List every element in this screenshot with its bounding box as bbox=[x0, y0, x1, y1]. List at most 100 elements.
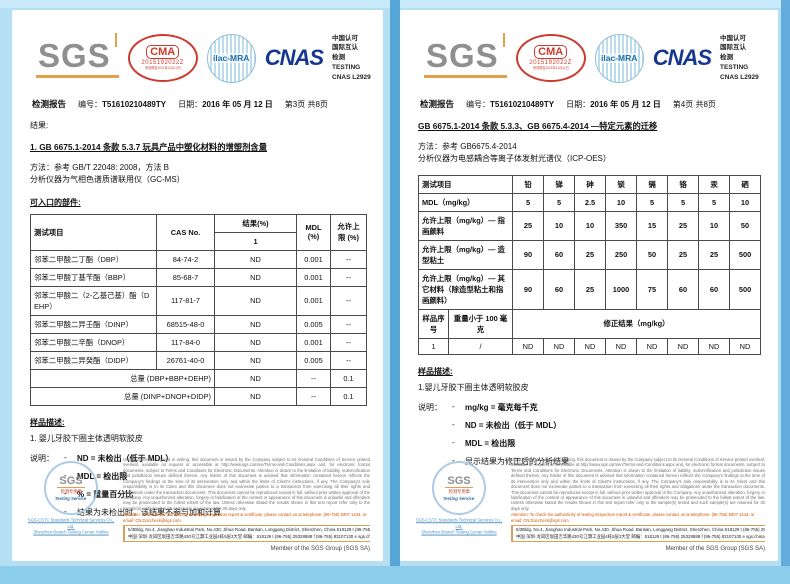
cell-item: 邻苯二甲酸二异壬酯（DINP） bbox=[30, 314, 157, 334]
background-band-right bbox=[781, 0, 790, 584]
cell-result: ND bbox=[543, 337, 576, 355]
footer-member-line: Member of the SGS Group (SGS SA) bbox=[270, 546, 370, 552]
footer-address-en: 5/3Bldg, No.4, Jianghao Industrial Park,… bbox=[128, 527, 370, 533]
report-page-4: SGS CMA 2015192022Z 有效期至2021年11月12日 ilac… bbox=[400, 10, 778, 561]
cell-value: 90 bbox=[512, 239, 545, 270]
col-header-item: 测试项目 bbox=[417, 174, 514, 194]
report-title: 检测报告 bbox=[420, 99, 455, 109]
cell-row-label: 允许上限（mg/kg）— 指画颜料 bbox=[417, 210, 514, 241]
notes-label: 说明： bbox=[30, 453, 54, 463]
cell-value: 1000 bbox=[605, 268, 638, 310]
col-header-element: 镉 bbox=[636, 174, 669, 194]
note-text: % = 重量百分比 bbox=[77, 489, 134, 499]
table-header-row: 测试项目 铅 锑 砷 钡 镉 铬 汞 硒 bbox=[417, 174, 762, 194]
elements-table: 测试项目 铅 锑 砷 钡 镉 铬 汞 硒 MDL（mg/kg） 5 5 2.5 … bbox=[417, 174, 762, 355]
cell-sample-no: 1 bbox=[418, 337, 449, 355]
cell-value: 90 bbox=[512, 268, 545, 310]
accreditation-line: TESTING bbox=[720, 63, 749, 71]
report-date: 日期：2016 年 05 月 12 日 bbox=[178, 99, 273, 110]
stamp-sgs-text: SGS bbox=[445, 474, 473, 488]
cma-label: CMA bbox=[534, 44, 568, 60]
method-line: 方法：参考 GB6675.4-2014 bbox=[418, 142, 517, 151]
footer-addresses: 5/3Bldg, No.4, Jianghao Industrial Park,… bbox=[511, 525, 765, 542]
footer-company-lines: SGS-CSTC Standards Technical Services Co… bbox=[27, 517, 114, 536]
cell-value: 5 bbox=[667, 192, 700, 212]
footer-stamp-block: SGS 检测专用章 Testing Service SGS-CSTC Stand… bbox=[413, 460, 505, 537]
report-date-label: 日期： bbox=[566, 100, 591, 109]
stamp-sgs-text: SGS bbox=[57, 474, 85, 488]
note-bullet: - bbox=[64, 452, 67, 462]
report-number: 编号：T51610210489TY bbox=[466, 99, 554, 110]
subsection-label: 可入口的部件: bbox=[30, 197, 81, 207]
cell-mdl: 0.001 bbox=[296, 267, 331, 287]
table-row: MDL（mg/kg） 5 5 2.5 10 5 5 5 10 bbox=[417, 192, 762, 212]
accreditation-text: 中国认可 国际互认 检测 TESTING CNAS L2929 bbox=[720, 34, 759, 83]
ilac-mra-label: ilac-MRA bbox=[212, 53, 251, 63]
sgs-stamp-icon: SGS 检测专用章 Testing Service bbox=[432, 460, 486, 515]
cell-item: 邻苯二甲酸二异癸酯（DIDP） bbox=[30, 350, 157, 370]
cell-sample-no-label: 样品序号 bbox=[418, 308, 449, 339]
cell-value: 500 bbox=[729, 268, 762, 310]
table-row: 允许上限（mg/kg）— 指画颜料 25 10 10 350 15 25 10 … bbox=[417, 210, 762, 241]
footer-attention: Attention: To check the authenticity of … bbox=[511, 512, 755, 523]
cell-value: 60 bbox=[698, 268, 731, 310]
sgs-logo: SGS bbox=[36, 32, 119, 78]
report-number: 编号：T51610210489TY bbox=[78, 99, 166, 110]
footer-disclaimer: Unless otherwise agreed in writing, this… bbox=[123, 456, 370, 511]
stamp-cn-text: 检测专用章 bbox=[448, 489, 470, 494]
footer-member-line: Member of the SGS Group (SGS SA) bbox=[665, 546, 765, 552]
cell-cas: 117-84-0 bbox=[156, 332, 215, 352]
cell-limit: -- bbox=[330, 350, 367, 370]
accreditation-line: CNAS L2929 bbox=[332, 73, 371, 81]
footer-legal-block: Unless otherwise agreed in writing, this… bbox=[123, 457, 370, 552]
method-line: 分析仪器为气相色谱质谱联用仪（GC-MS） bbox=[30, 175, 185, 185]
cell-value: 25 bbox=[667, 239, 700, 270]
col-header-element: 砷 bbox=[574, 174, 607, 194]
sgs-logo: SGS bbox=[424, 32, 507, 78]
note-text: ND = 未检出（低于 MDL） bbox=[77, 453, 174, 463]
note-line: - ND = 未检出（低于 MDL） bbox=[452, 420, 569, 431]
table-row: 邻苯二甲酸二异壬酯（DINP） 68515-48-0 ND 0.005 -- bbox=[30, 314, 367, 334]
cell-cas: 117-81-7 bbox=[156, 285, 215, 316]
table-row: 邻苯二甲酸二（2-乙基己基）酯（DEHP） 117-81-7 ND 0.001 … bbox=[30, 285, 367, 316]
cell-value: 50 bbox=[636, 239, 669, 270]
footer-attention: Attention: To check the authenticity of … bbox=[123, 512, 367, 523]
cell-total-label: 总量 (DINP+DNOP+DIDP) bbox=[30, 386, 215, 406]
report-date-value: 2016 年 05 月 12 日 bbox=[590, 100, 661, 109]
cell-mdl: 0.005 bbox=[296, 350, 331, 370]
sample-description: 1.婴儿牙胶下圈主体透明软胶皮 bbox=[418, 382, 529, 392]
cell-cas: 68515-48-0 bbox=[156, 314, 215, 334]
note-bullet: - bbox=[452, 455, 455, 465]
footer-address-cn: 中国·深圳·龙岗区坂田吉华路430号江灏工业园4栋5层3大堂 邮编：518129… bbox=[516, 533, 765, 539]
cell-total-label: 总量 (DBP+BBP+DEHP) bbox=[30, 368, 215, 388]
cell-value: 25 bbox=[698, 239, 731, 270]
cma-logo: CMA 2015192022Z 有效期至2021年11月12日 bbox=[127, 34, 198, 82]
note-text: 显示结果为修正后的分析结果 bbox=[465, 456, 569, 466]
report-meta-line: 检测报告 编号：T51610210489TY 日期：2016 年 05 月 12… bbox=[420, 98, 760, 110]
cell-result: ND bbox=[605, 337, 638, 355]
accreditation-line: 国际互认 bbox=[332, 44, 359, 52]
cell-value: 25 bbox=[667, 210, 700, 241]
footer-address-cn: 中国·深圳·龙岗区坂田吉华路430号江灏工业园4栋5层3大堂 邮编：518129… bbox=[128, 533, 370, 539]
cell-mdl: 0.005 bbox=[296, 314, 331, 334]
table-row: 邻苯二甲酸二辛酯（DNOP） 117-84-0 ND 0.001 -- bbox=[30, 332, 367, 352]
cell-value: 5 bbox=[698, 192, 731, 212]
cell-weight: / bbox=[447, 337, 514, 355]
table-row: 邻苯二甲酸二丁酯（DBP） 84-74-2 ND 0.001 -- bbox=[30, 249, 367, 269]
section-title: GB 6675.1-2014 条款 5.3.3、GB 6675.4-2014 —… bbox=[418, 121, 658, 131]
cell-value: 350 bbox=[605, 210, 638, 241]
note-text: mg/kg = 毫克每千克 bbox=[465, 402, 538, 412]
cell-value: 10 bbox=[543, 210, 576, 241]
cell-value: 10 bbox=[574, 210, 607, 241]
col-header-result: 结果(%) bbox=[214, 213, 297, 233]
cell-limit: -- bbox=[330, 267, 367, 287]
cell-mdl: 0.001 bbox=[296, 332, 331, 352]
report-number-value: T51610210489TY bbox=[490, 100, 555, 109]
company-line: SGS-CSTC Standards Technical Services Co… bbox=[27, 517, 115, 529]
sgs-stamp-icon: SGS 检测专用章 Testing Service bbox=[44, 460, 98, 515]
company-line: SGS-CSTC Standards Technical Services Co… bbox=[415, 517, 503, 529]
cell-value: 25 bbox=[574, 268, 607, 310]
table-sample-header-row: 样品序号 重量小于 100 毫克 修正结果（mg/kg） bbox=[418, 308, 762, 339]
cell-result: ND bbox=[214, 285, 297, 316]
cma-validity: 有效期至2021年11月12日 bbox=[532, 66, 569, 71]
